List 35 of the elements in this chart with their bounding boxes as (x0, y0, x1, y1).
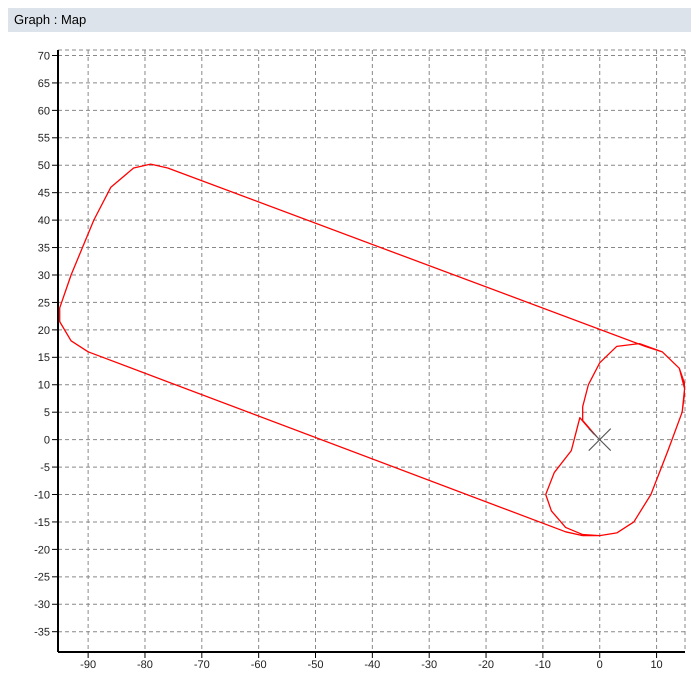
x-tick-label: -20 (478, 658, 494, 671)
y-tick-label: 55 (38, 132, 50, 145)
y-tick-label: 15 (38, 352, 50, 364)
y-tick-label: -25 (34, 572, 50, 584)
x-tick-label: -90 (80, 658, 96, 671)
y-tick-label: 30 (38, 270, 50, 282)
x-tick-label: -10 (534, 658, 551, 671)
x-tick-label: -30 (421, 658, 438, 671)
y-tick-label: 45 (38, 188, 50, 200)
y-tick-label: -5 (40, 462, 50, 474)
y-tick-label: -30 (34, 599, 50, 612)
y-tick-label: -10 (34, 489, 50, 502)
y-tick-label: 5 (44, 407, 50, 420)
x-tick-label: -60 (250, 658, 267, 671)
chart-title: Graph : Map (8, 8, 691, 32)
y-tick-label: 60 (38, 105, 50, 118)
y-tick-label: 20 (38, 324, 50, 337)
y-tick-label: 0 (44, 434, 50, 447)
x-tick-label: -70 (194, 658, 210, 671)
line-series (59, 163, 685, 536)
y-tick-label: 65 (38, 78, 50, 90)
y-tick-label: 50 (38, 160, 50, 172)
y-tick-label: 70 (38, 50, 50, 62)
y-tick-label: -15 (34, 516, 50, 529)
x-tick-label: -80 (137, 658, 153, 671)
y-tick-label: 25 (38, 297, 50, 310)
y-tick-label: 10 (38, 380, 50, 392)
x-tick-label: -40 (364, 658, 380, 671)
y-tick-label: 40 (38, 215, 50, 228)
y-tick-label: -20 (34, 544, 50, 556)
x-tick-label: -50 (308, 658, 324, 671)
x-tick-label: 10 (650, 658, 663, 671)
y-tick-label: 35 (38, 242, 50, 254)
y-tick-label: -35 (34, 626, 50, 639)
x-tick-label: 0 (596, 658, 603, 671)
